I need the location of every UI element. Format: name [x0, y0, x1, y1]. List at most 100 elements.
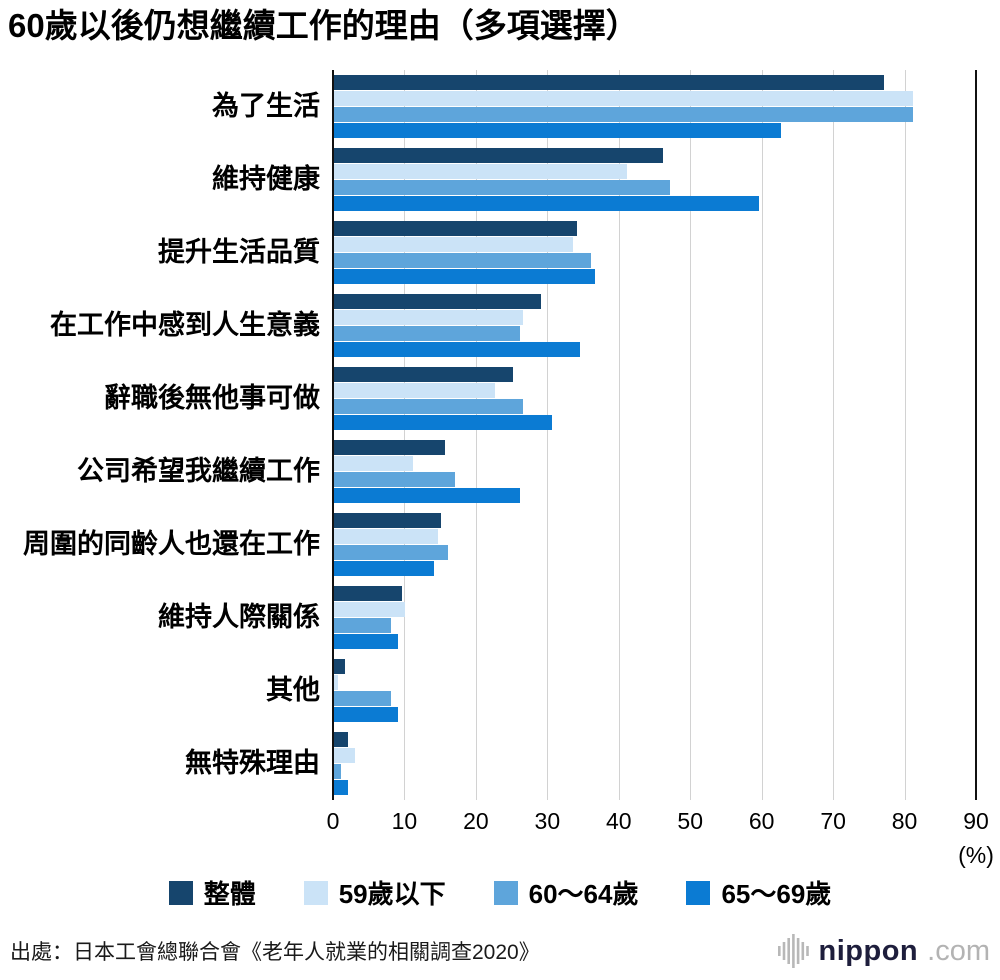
bar-group [334, 659, 977, 722]
source-credit: 出處：日本工會總聯合會《老年人就業的相關調查2020》 [10, 941, 540, 964]
legend-swatch [168, 880, 193, 905]
legend-swatch [303, 880, 328, 905]
brand-tld: .com [927, 934, 990, 967]
gridline [690, 70, 692, 800]
bar-series-1 [334, 456, 413, 471]
legend-swatch [493, 880, 518, 905]
category-label: 周圍的同齡人也還在工作 [23, 529, 320, 560]
bar-series-0 [334, 659, 345, 674]
chart-title: 60歲以後仍想繼續工作的理由（多項選擇） [8, 7, 639, 44]
category-label: 維持人際關係 [158, 602, 320, 633]
bar-series-0 [334, 221, 577, 236]
legend-label: 60〜64歲 [528, 879, 639, 909]
bar-series-1 [334, 675, 338, 690]
bar-group [334, 75, 977, 138]
bar-series-1 [334, 383, 495, 398]
gridline [904, 70, 906, 800]
bar-group [334, 732, 977, 795]
category-row: 為了生活 [0, 70, 977, 143]
category-row: 周圍的同齡人也還在工作 [0, 508, 977, 581]
x-tick-label: 50 [677, 808, 704, 834]
bar-series-0 [334, 294, 542, 309]
category-row: 無特殊理由 [0, 727, 977, 800]
bar-series-2 [334, 326, 520, 341]
bar-series-3 [334, 561, 435, 576]
bar-series-2 [334, 764, 342, 779]
bar-series-2 [334, 107, 913, 122]
category-row: 公司希望我繼續工作 [0, 435, 977, 508]
x-tick-label: 80 [891, 808, 918, 834]
category-label: 公司希望我繼續工作 [77, 456, 320, 487]
x-tick-label: 30 [534, 808, 561, 834]
gridline [761, 70, 763, 800]
bar-series-2 [334, 399, 524, 414]
gridline [618, 70, 620, 800]
bar-rows: 為了生活 維持健康 提升生活品質 在工作中感到人生意義 辭職後無他事可做 公司希望我繼續工… [0, 70, 977, 800]
bar-group [334, 440, 977, 503]
soundwave-bars-icon [777, 934, 809, 968]
x-tick-label: 10 [391, 808, 418, 834]
bar-series-2 [334, 545, 449, 560]
category-label: 其他 [266, 675, 320, 706]
x-tick-label: 20 [463, 808, 489, 834]
bar-group [334, 221, 977, 284]
bar-series-0 [334, 513, 442, 528]
legend-item-2: 60〜64歲 [493, 874, 639, 911]
x-tick-label: 40 [605, 808, 632, 834]
legend-label: 59歲以下 [338, 879, 446, 909]
bar-series-1 [334, 237, 574, 252]
bar-group [334, 367, 977, 430]
bar-series-0 [334, 148, 663, 163]
x-tick-label: 70 [820, 808, 846, 834]
x-tick-label: 90 [963, 808, 989, 834]
category-row: 維持人際關係 [0, 581, 977, 654]
bar-group [334, 294, 977, 357]
category-label: 維持健康 [212, 164, 320, 195]
gridline [833, 70, 835, 800]
chart-legend: 整體 59歲以下 60〜64歲 65〜69歲 [0, 874, 1000, 911]
bar-series-2 [334, 180, 670, 195]
category-label: 為了生活 [212, 91, 320, 122]
nippon-logo: nippon .com [777, 934, 990, 968]
x-tick-label: 0 [326, 808, 340, 834]
bar-series-1 [334, 164, 627, 179]
category-row: 辭職後無他事可做 [0, 362, 977, 435]
category-label: 無特殊理由 [185, 748, 320, 779]
bar-series-0 [334, 367, 513, 382]
category-label: 辭職後無他事可做 [104, 383, 320, 414]
bar-series-3 [334, 707, 399, 722]
bar-group [334, 148, 977, 211]
bar-series-1 [334, 310, 524, 325]
bar-series-3 [334, 488, 520, 503]
bar-series-3 [334, 269, 595, 284]
bar-series-1 [334, 529, 438, 544]
y-axis-line [332, 70, 334, 800]
bar-series-3 [334, 123, 781, 138]
legend-label: 整體 [203, 879, 256, 909]
bar-series-1 [334, 91, 913, 106]
bar-series-1 [334, 748, 356, 763]
bar-series-2 [334, 472, 456, 487]
bar-series-1 [334, 602, 406, 617]
bar-series-2 [334, 253, 592, 268]
bar-group [334, 586, 977, 649]
bar-series-3 [334, 342, 581, 357]
category-label: 提升生活品質 [158, 237, 320, 268]
category-row: 維持健康 [0, 143, 977, 216]
category-row: 提升生活品質 [0, 216, 977, 289]
x-axis: (%) 0 10 20 30 40 50 60 70 80 90 [327, 804, 994, 868]
footer: 出處：日本工會總聯合會《老年人就業的相關調查2020》 nippon .com [0, 934, 1000, 968]
gridline-layer [333, 70, 976, 800]
legend-item-3: 65〜69歲 [686, 874, 831, 911]
right-frame-line [975, 70, 977, 800]
category-row: 其他 [0, 654, 977, 727]
bar-series-3 [334, 415, 552, 430]
bar-series-3 [334, 780, 349, 795]
bar-series-0 [334, 75, 885, 90]
bar-series-0 [334, 440, 445, 455]
bar-group [334, 513, 977, 576]
x-tick-label: 60 [748, 808, 775, 834]
legend-swatch [686, 880, 711, 905]
gridline [404, 70, 406, 800]
